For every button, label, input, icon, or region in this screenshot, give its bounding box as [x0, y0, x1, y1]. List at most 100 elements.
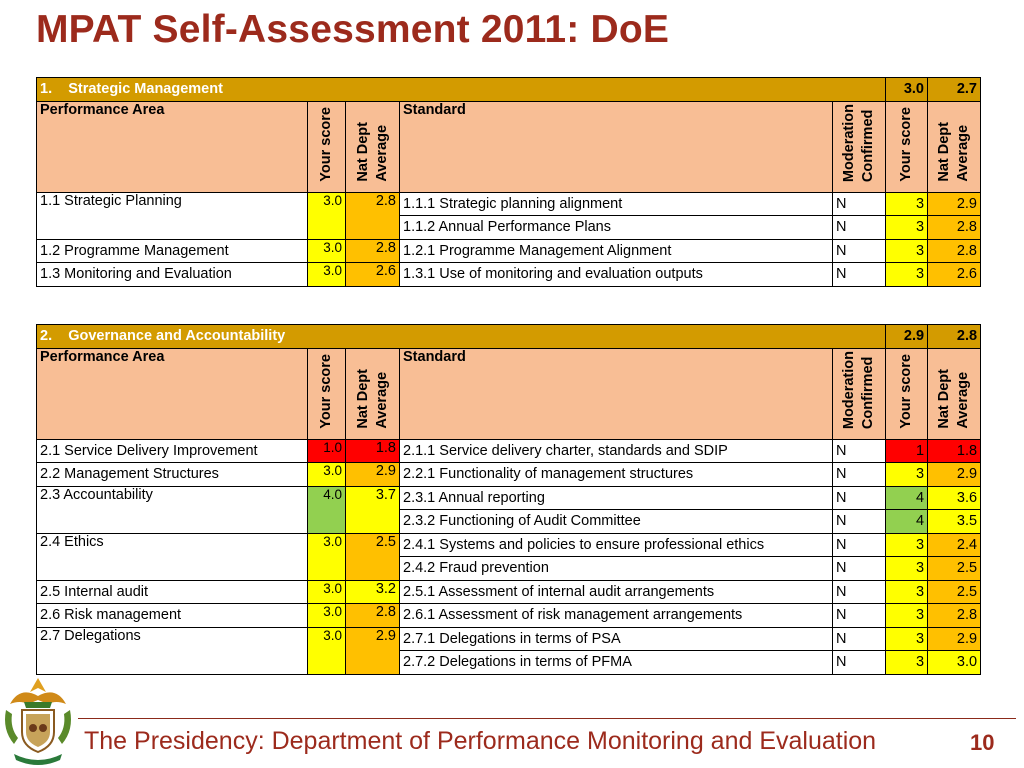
- area-score: 1.0: [307, 438, 346, 464]
- section-title: Strategic Management: [68, 81, 223, 98]
- moderation: N: [831, 532, 887, 558]
- performance-area: 1.2 Programme Management: [36, 238, 308, 264]
- table-row: 1.2 Programme Management 3.0 2.8 1.2.1 P…: [36, 238, 982, 264]
- standard: 2.6.1 Assessment of risk management arra…: [399, 603, 833, 628]
- standard-avg: 2.5: [927, 579, 982, 605]
- section-2-table: 2. Governance and Accountability 2.9 2.8…: [35, 324, 982, 675]
- standard-score: 3: [885, 191, 929, 217]
- moderation: N: [831, 215, 887, 240]
- area-score: 3.0: [307, 603, 346, 628]
- standard-avg: 2.9: [927, 462, 982, 487]
- south-africa-coat-of-arms-icon: [5, 678, 71, 765]
- performance-area: 2.4 Ethics: [36, 532, 308, 581]
- moderation: N: [831, 509, 887, 534]
- standard: 1.3.1 Use of monitoring and evaluation o…: [399, 262, 833, 287]
- standard: 2.4.2 Fraud prevention: [399, 556, 833, 581]
- performance-area: 2.7 Delegations: [36, 626, 308, 675]
- col-your-score-2: Your score: [898, 106, 915, 182]
- moderation: N: [831, 462, 887, 487]
- standard-score: 3: [885, 532, 929, 558]
- area-avg: 2.8: [345, 238, 400, 264]
- moderation: N: [831, 650, 887, 675]
- area-score: 3.0: [307, 262, 346, 287]
- standard-score: 3: [885, 238, 929, 264]
- standard-avg: 3.5: [927, 509, 982, 534]
- section-your-score: 3.0: [885, 77, 929, 102]
- standard-score: 4: [885, 509, 929, 534]
- col-standard: Standard: [399, 347, 833, 440]
- moderation: N: [831, 438, 887, 464]
- standard: 1.1.1 Strategic planning alignment: [399, 191, 833, 217]
- col-your-score: Your score: [318, 353, 334, 429]
- standard-avg: 3.0: [927, 650, 982, 675]
- standard-avg: 2.8: [927, 215, 982, 240]
- column-header-row: Performance Area Your score Nat Dept Aver…: [36, 347, 982, 440]
- standard-avg: 2.8: [927, 603, 982, 628]
- table-row: 2.6 Risk management 3.0 2.8 2.6.1 Assess…: [36, 603, 982, 628]
- standard-score: 3: [885, 626, 929, 652]
- col-performance-area: Performance Area: [36, 100, 308, 193]
- footer-divider: [78, 718, 1016, 719]
- col-your-score-2: Your score: [898, 353, 915, 429]
- performance-area: 2.3 Accountability: [36, 485, 308, 534]
- standard: 2.7.2 Delegations in terms of PFMA: [399, 650, 833, 675]
- standard-score: 3: [885, 603, 929, 628]
- col-moderation-confirmed: Moderation Confirmed: [841, 350, 877, 429]
- moderation: N: [831, 579, 887, 605]
- standard-score: 3: [885, 462, 929, 487]
- standard-avg: 3.6: [927, 485, 982, 511]
- area-score: 3.0: [307, 579, 346, 605]
- standard-avg: 2.9: [927, 626, 982, 652]
- standard-avg: 2.8: [927, 238, 982, 264]
- area-avg: 2.9: [345, 626, 400, 675]
- col-nat-dept-average-2: Nat Dept Average: [936, 369, 972, 429]
- area-score: 4.0: [307, 485, 346, 534]
- section-your-score: 2.9: [885, 324, 929, 349]
- section-1-table: 1. Strategic Management 3.0 2.7 Performa…: [35, 77, 982, 287]
- standard: 2.1.1 Service delivery charter, standard…: [399, 438, 833, 464]
- page-title: MPAT Self-Assessment 2011: DoE: [36, 8, 670, 51]
- table-row: 1.3 Monitoring and Evaluation 3.0 2.6 1.…: [36, 262, 982, 287]
- standard-score: 3: [885, 556, 929, 581]
- performance-area: 1.3 Monitoring and Evaluation: [36, 262, 308, 287]
- performance-area: 2.6 Risk management: [36, 603, 308, 628]
- performance-area: 2.2 Management Structures: [36, 462, 308, 487]
- table-row: 2.3 Accountability 4.0 3.7 2.3.1 Annual …: [36, 485, 982, 534]
- table-row: 2.7.2 Delegations in terms of PFMA N 3 3…: [37, 650, 982, 675]
- table-row: 2.2 Management Structures 3.0 2.9 2.2.1 …: [36, 462, 982, 487]
- col-nat-dept-average: Nat Dept Average: [354, 122, 390, 182]
- section-number: 2.: [40, 328, 53, 345]
- column-header-row: Performance Area Your score Nat Dept Aver…: [36, 100, 982, 193]
- area-avg: 2.5: [345, 532, 400, 581]
- table-row: 2.5 Internal audit 3.0 3.2 2.5.1 Assessm…: [36, 579, 982, 605]
- area-avg: 2.8: [345, 603, 400, 628]
- col-performance-area: Performance Area: [36, 347, 308, 440]
- standard-avg: 1.8: [927, 438, 982, 464]
- standard: 2.5.1 Assessment of internal audit arran…: [399, 579, 833, 605]
- area-score: 3.0: [307, 532, 346, 581]
- moderation: N: [831, 556, 887, 581]
- area-avg: 3.7: [345, 485, 400, 534]
- section-header: 2. Governance and Accountability 2.9 2.8: [35, 324, 982, 349]
- standard: 2.4.1 Systems and policies to ensure pro…: [399, 532, 833, 558]
- section-nat-avg: 2.7: [927, 77, 982, 102]
- moderation: N: [831, 262, 887, 287]
- standard: 1.1.2 Annual Performance Plans: [399, 215, 833, 240]
- section-nat-avg: 2.8: [927, 324, 982, 349]
- standard-score: 3: [885, 215, 929, 240]
- moderation: N: [831, 485, 887, 511]
- section-header: 1. Strategic Management 3.0 2.7: [35, 77, 982, 102]
- col-moderation-confirmed: Moderation Confirmed: [841, 103, 876, 182]
- standard-score: 3: [885, 262, 929, 287]
- area-avg: 2.6: [345, 262, 400, 287]
- footer-text: The Presidency: Department of Performanc…: [84, 727, 877, 755]
- standard: 2.7.1 Delegations in terms of PSA: [399, 626, 833, 652]
- area-avg: 2.8: [345, 191, 400, 240]
- standard: 1.2.1 Programme Management Alignment: [399, 238, 833, 264]
- col-nat-dept-average: Nat Dept Average: [354, 369, 390, 429]
- section-number: 1.: [40, 81, 53, 98]
- moderation: N: [831, 603, 887, 628]
- standard-score: 4: [885, 485, 929, 511]
- table-row: 2.4 Ethics 3.0 2.5 2.4.1 Systems and pol…: [36, 532, 982, 581]
- table-row: 1.1 Strategic Planning 3.0 2.8 1.1.1 Str…: [36, 191, 982, 240]
